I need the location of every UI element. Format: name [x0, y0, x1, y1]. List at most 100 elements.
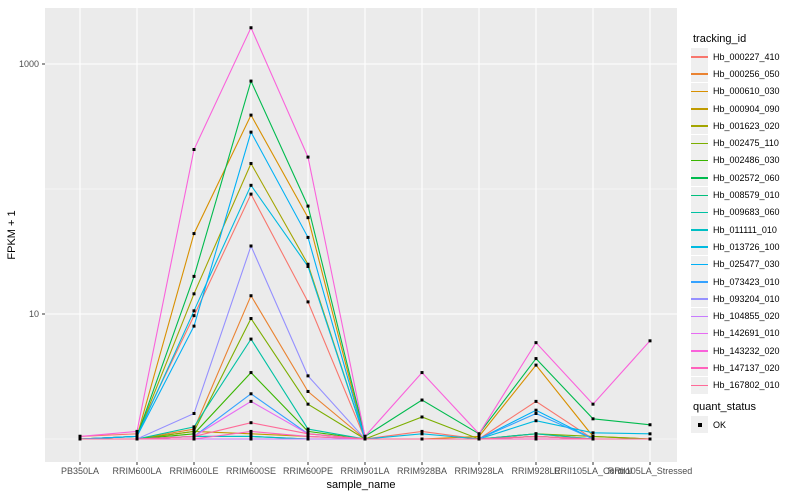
x-axis-title: sample_name [326, 479, 396, 491]
legend-item-Hb_000904_090: Hb_000904_090 [691, 100, 800, 118]
legend-item-label: Hb_167802_010 [713, 380, 780, 391]
line-swatch-icon [691, 350, 708, 352]
legend-key-swatch [691, 238, 708, 256]
x-tick-label: RRIM901LA [340, 466, 389, 476]
line-swatch-icon [691, 194, 708, 197]
legend-item-label: Hb_013726_100 [713, 241, 780, 252]
legend-key-swatch [691, 255, 708, 273]
legend-key-swatch [691, 203, 708, 221]
legend-item-Hb_073423_010: Hb_073423_010 [691, 273, 800, 290]
line-swatch-icon [691, 211, 708, 214]
legend-item-Hb_000610_030: Hb_000610_030 [691, 82, 800, 100]
line-swatch-icon [691, 229, 708, 231]
legend-item-Hb_104855_020: Hb_104855_020 [691, 307, 800, 325]
legend: tracking_id Hb_000227_410 Hb_000256_050 Hb… [691, 0, 800, 434]
line-swatch-icon [691, 142, 708, 145]
x-tick-label: RRIM600PE [283, 466, 333, 476]
x-tick-label: RRIM928LA [454, 466, 503, 476]
legend-key-swatch [691, 48, 708, 66]
legend-item-label: Hb_000904_090 [713, 103, 780, 114]
x-tick-label: RRIM600LA [112, 466, 161, 476]
legend-key-swatch [691, 342, 708, 360]
x-tick-label: RRII105LA_Control [554, 466, 632, 476]
line-swatch-icon [691, 108, 708, 110]
data-points [78, 26, 652, 441]
legend-item-Hb_011111_010: Hb_011111_010 [691, 221, 800, 239]
legend-title-quant-status: quant_status [693, 400, 756, 413]
line-swatch-icon [691, 56, 708, 58]
x-tick-label: PB350LA [61, 466, 99, 476]
legend-item-Hb_002486_030: Hb_002486_030 [691, 151, 800, 169]
legend-key-swatch [691, 324, 708, 342]
legend-item-Hb_002572_060: Hb_002572_060 [691, 169, 800, 187]
legend-item-label: Hb_011111_010 [713, 224, 777, 235]
legend-item-label: Hb_093204_010 [713, 293, 780, 304]
legend-item-Hb_142691_010: Hb_142691_010 [691, 324, 800, 342]
line-swatch-icon [691, 90, 708, 93]
legend-item-label: Hb_142691_010 [713, 328, 780, 339]
y-axis-title: FPKM + 1 [6, 210, 18, 260]
line-swatch-icon [691, 73, 708, 75]
tick-labels: 1000 10 PB350LA RRIM600LA RRIM600LE RRIM600SE… [19, 59, 692, 476]
legend-key-swatch [691, 117, 708, 135]
line-swatch-icon [691, 281, 708, 283]
legend-item-Hb_008579_010: Hb_008579_010 [691, 186, 800, 204]
legend-key-swatch [691, 359, 708, 377]
legend-key-swatch [691, 376, 708, 394]
x-tick-label: RRIM928LE [511, 466, 560, 476]
legend-key-swatch [691, 100, 708, 118]
legend-item-label: Hb_000227_410 [713, 51, 780, 62]
legend-item-Hb_009683_060: Hb_009683_060 [691, 203, 800, 221]
legend-item-label: Hb_008579_010 [713, 190, 780, 201]
legend-item-Hb_093204_010: Hb_093204_010 [691, 290, 800, 308]
legend-key-swatch [691, 65, 708, 83]
legend-item-label: Hb_025477_030 [713, 259, 780, 270]
line-swatch-icon [691, 384, 708, 387]
legend-item-label: Hb_073423_010 [713, 276, 780, 287]
legend-item-Hb_167802_010: Hb_167802_010 [691, 376, 800, 394]
y-tick-label: 1000 [19, 59, 39, 69]
legend-item-Hb_000256_050: Hb_000256_050 [691, 65, 800, 83]
axis-ticks [42, 63, 651, 465]
legend-item-Hb_002475_110: Hb_002475_110 [691, 134, 800, 152]
line-swatch-icon [691, 332, 708, 335]
legend-key-swatch [691, 273, 708, 290]
legend-item-label: OK [713, 419, 727, 430]
legend-key-swatch [691, 151, 708, 169]
black-square-point-icon [697, 422, 702, 427]
y-tick-label: 10 [29, 309, 39, 319]
legend-item-Hb_013726_100: Hb_013726_100 [691, 238, 800, 256]
quant-ok-key [691, 416, 708, 434]
legend-item-label: Hb_104855_020 [713, 311, 780, 322]
legend-title-tracking-id: tracking_id [693, 33, 747, 45]
legend-item-label: Hb_000256_050 [713, 68, 780, 79]
line-swatch-icon [691, 367, 708, 369]
legend-item-label: Hb_001623_020 [713, 120, 780, 131]
line-swatch-icon [691, 125, 708, 127]
line-swatch-icon [691, 159, 708, 162]
legend-key-swatch [691, 221, 708, 239]
line-swatch-icon [691, 298, 708, 300]
legend-key-swatch [691, 186, 708, 204]
major-gridlines [45, 8, 677, 462]
legend-item-Hb_000227_410: Hb_000227_410 [691, 48, 800, 66]
legend-item-quant-ok: OK [691, 416, 800, 434]
legend-key-swatch [691, 169, 708, 187]
panel-background [45, 8, 677, 462]
legend-tracking-items: Hb_000227_410 Hb_000256_050 Hb_000610_030 H… [691, 48, 800, 394]
legend-key-swatch [691, 82, 708, 100]
legend-key-swatch [691, 290, 708, 308]
line-swatch-icon [691, 177, 708, 179]
legend-key-swatch [691, 134, 708, 152]
legend-item-label: Hb_002475_110 [713, 138, 779, 149]
legend-item-label: Hb_000610_030 [713, 86, 780, 97]
legend-item-Hb_001623_020: Hb_001623_020 [691, 117, 800, 135]
legend-item-Hb_147137_020: Hb_147137_020 [691, 359, 800, 377]
legend-key-swatch [691, 307, 708, 325]
x-tick-label: RRIM928BA [397, 466, 447, 476]
x-tick-label: RRIM600LE [169, 466, 218, 476]
x-tick-label: RRII105LA_Stressed [608, 466, 693, 476]
legend-item-label: Hb_002486_030 [713, 155, 780, 166]
